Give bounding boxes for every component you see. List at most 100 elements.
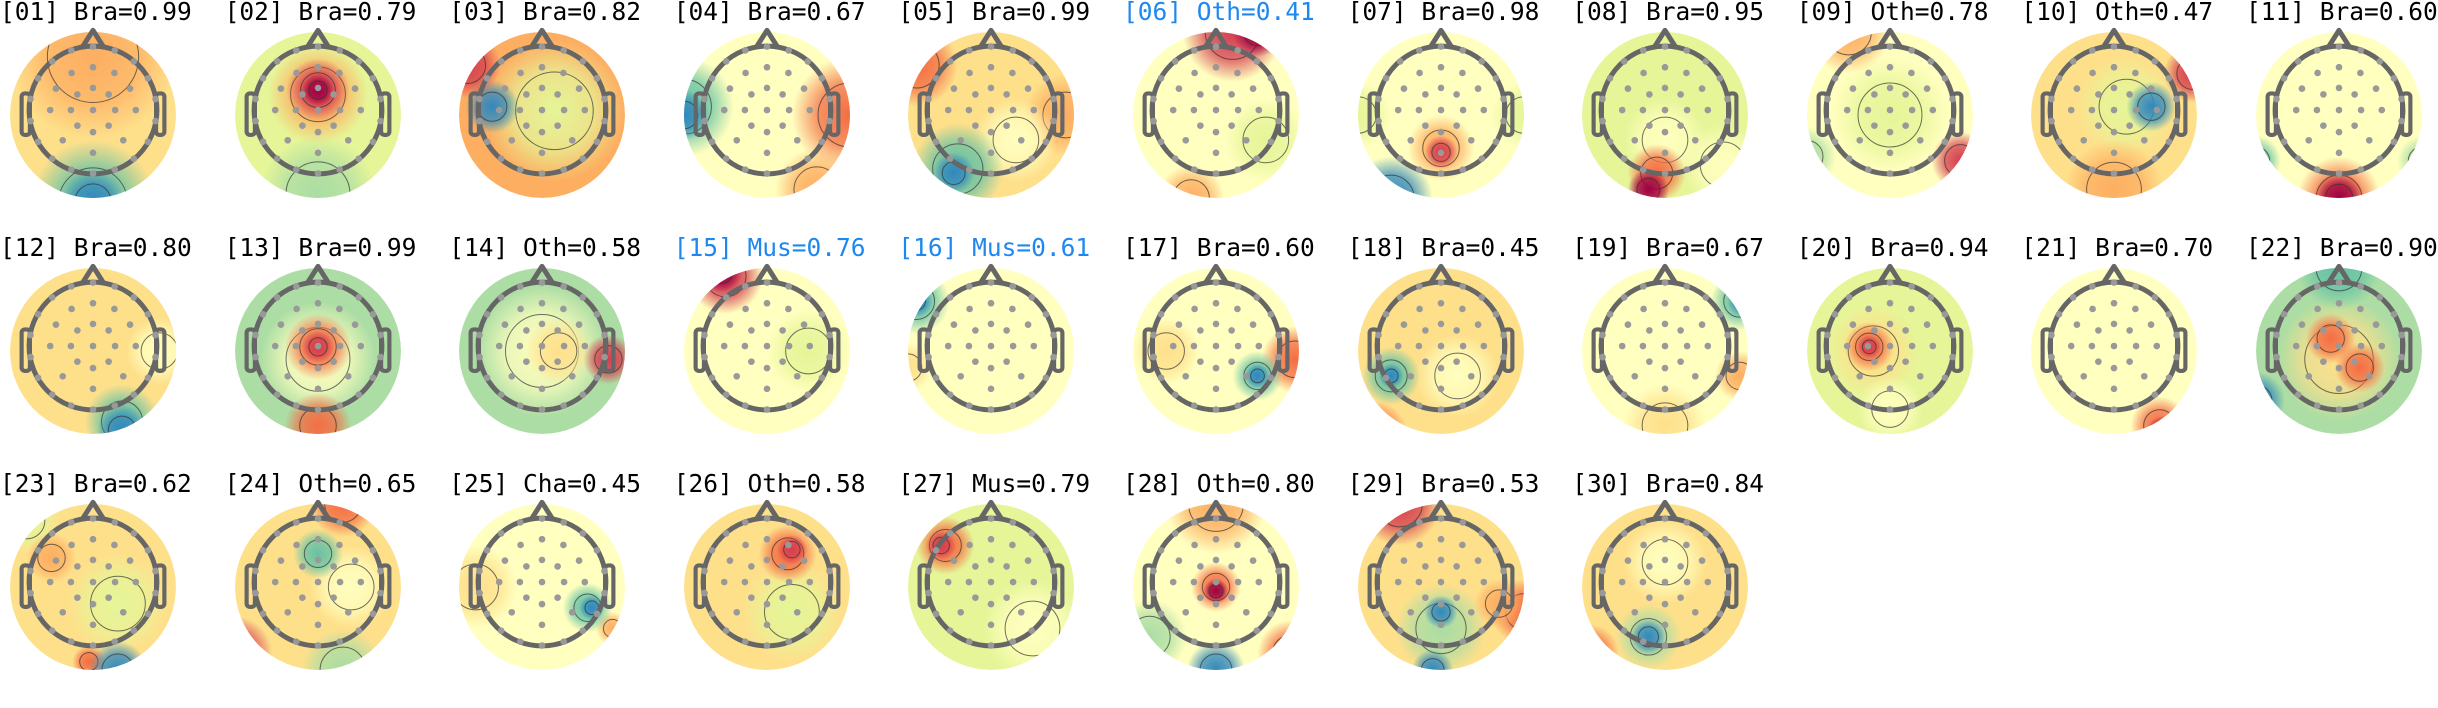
electrode-marker: [271, 579, 278, 586]
electrode-marker: [152, 568, 159, 575]
electrode-marker: [1924, 85, 1931, 92]
electrode-marker: [1010, 283, 1017, 290]
electrode-marker: [1375, 590, 1382, 597]
electrode-marker: [336, 306, 343, 313]
electrode-marker: [1396, 58, 1403, 65]
electrode-marker: [2090, 70, 2097, 77]
electrode-marker: [1416, 70, 1423, 77]
electrode-marker: [1909, 107, 1916, 114]
electrode-marker: [561, 343, 568, 350]
electrode-marker: [68, 343, 75, 350]
electrode-marker: [259, 311, 266, 318]
electrode-marker: [1646, 358, 1653, 365]
electrode-marker: [926, 332, 933, 339]
electrode-marker: [336, 70, 343, 77]
electrode-marker: [484, 374, 491, 381]
electrode-marker: [1213, 536, 1220, 543]
electrode-marker: [2132, 70, 2139, 77]
electrode-marker: [2299, 85, 2306, 92]
electrode-marker: [1213, 385, 1220, 392]
electrode-marker: [818, 311, 825, 318]
electrode-marker: [1234, 638, 1241, 645]
electrode-marker: [926, 118, 933, 125]
electrode-marker: [1662, 129, 1669, 136]
electrode-marker: [2366, 373, 2373, 380]
electrode-marker: [2049, 118, 2056, 125]
electrode-marker: [1599, 354, 1606, 361]
electrode-marker: [130, 530, 137, 537]
electrode-marker: [947, 627, 954, 634]
electrode-marker: [967, 306, 974, 313]
electrode-marker: [742, 166, 749, 173]
electrode-marker: [1917, 137, 1924, 144]
electrode-marker: [988, 536, 995, 543]
electrode-marker: [132, 343, 139, 350]
electrode-marker: [1646, 563, 1653, 570]
electrode-marker: [1275, 568, 1282, 575]
electrode-marker: [933, 138, 940, 145]
electrode-marker: [293, 306, 300, 313]
electrode-marker: [152, 590, 159, 597]
electrode-marker: [152, 96, 159, 103]
electrode-marker: [1640, 519, 1647, 526]
electrode-marker: [1416, 519, 1423, 526]
electrode-marker: [554, 91, 561, 98]
component-topomap: [30] Bra=0.84: [1572, 472, 1797, 708]
electrode-marker: [733, 609, 740, 616]
electrode-marker: [2127, 91, 2134, 98]
electrode-marker: [369, 374, 376, 381]
contour-line: [2242, 147, 2269, 174]
electrode-marker: [1158, 547, 1165, 554]
electrode-marker: [90, 601, 97, 608]
electrode-marker: [945, 343, 952, 350]
component-title: [11] Bra=0.60: [2246, 0, 2438, 27]
electrode-marker: [292, 579, 299, 586]
electrode-marker: [763, 149, 770, 156]
component-title: [05] Bra=0.99: [898, 0, 1090, 27]
component-topomap: [29] Bra=0.53: [1348, 472, 1573, 708]
electrode-marker: [933, 374, 940, 381]
electrode-marker: [988, 385, 995, 392]
electrode-marker: [1824, 96, 1831, 103]
electrode-marker: [1416, 166, 1423, 173]
electrode-marker: [369, 138, 376, 145]
electrode-marker: [336, 283, 343, 290]
electrode-marker: [1684, 283, 1691, 290]
electrode-marker: [314, 170, 321, 177]
electrode-marker: [1849, 85, 1856, 92]
electrode-marker: [498, 155, 505, 162]
electrode-marker: [1662, 43, 1669, 50]
electrode-marker: [972, 122, 979, 129]
electrode-marker: [271, 107, 278, 114]
electrode-marker: [35, 311, 42, 318]
electrode-marker: [47, 107, 54, 114]
electrode-marker: [59, 137, 66, 144]
electrode-marker: [804, 155, 811, 162]
electrode-marker: [2095, 358, 2102, 365]
electrode-marker: [2358, 107, 2365, 114]
electrode-marker: [1025, 557, 1032, 564]
field-blob: [584, 334, 634, 384]
electrode-marker: [1009, 70, 1016, 77]
electrode-marker: [601, 568, 608, 575]
electrode-marker: [1459, 107, 1466, 114]
electrode-marker: [1228, 122, 1235, 129]
electrode-marker: [539, 107, 546, 114]
electrode-marker: [1382, 75, 1389, 82]
electrode-marker: [2314, 166, 2321, 173]
electrode-marker: [1886, 107, 1893, 114]
electrode-marker: [2166, 138, 2173, 145]
electrode-marker: [1677, 122, 1684, 129]
electrode-marker: [560, 70, 567, 77]
electrode-marker: [132, 107, 139, 114]
electrode-marker: [1437, 64, 1444, 71]
electrode-marker: [336, 107, 343, 114]
electrode-marker: [259, 75, 266, 82]
electrode-marker: [1717, 610, 1724, 617]
electrode-marker: [1632, 609, 1639, 616]
electrode-marker: [1703, 391, 1710, 398]
electrode-marker: [988, 343, 995, 350]
electrode-marker: [1684, 343, 1691, 350]
electrode-marker: [152, 354, 159, 361]
electrode-marker: [958, 137, 965, 144]
